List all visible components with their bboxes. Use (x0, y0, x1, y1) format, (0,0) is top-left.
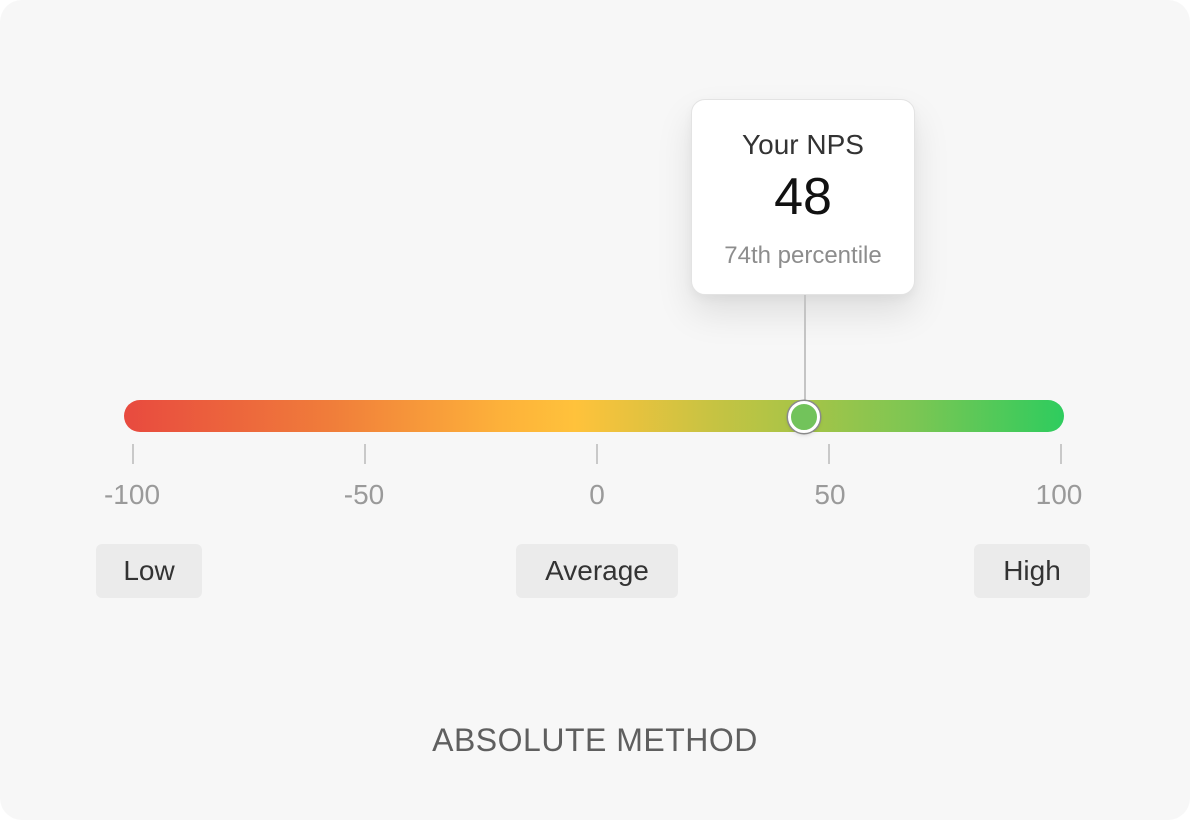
band-low: Low (96, 544, 202, 598)
callout-title: Your NPS (742, 129, 864, 160)
tick-label: -100 (103, 479, 161, 510)
score-marker (788, 401, 820, 433)
tick-mark (132, 444, 134, 464)
percentile-label: 74th percentile (724, 242, 882, 269)
gauge-bar (124, 400, 1064, 432)
tick-mark (828, 444, 830, 464)
callout-leader-line (804, 295, 806, 403)
tick-mark (1060, 444, 1062, 464)
tick-mark (596, 444, 598, 464)
band-average: Average (516, 544, 678, 598)
tick-mark (364, 444, 366, 464)
nps-callout: Your NPS 48 74th percentile (691, 99, 915, 295)
nps-score-value: 48 (774, 168, 832, 226)
tick-label: -50 (343, 479, 385, 510)
tick-label: 50 (814, 479, 846, 510)
tick-label: 0 (589, 479, 605, 510)
tick-label: 100 (1035, 479, 1083, 510)
method-label: ABSOLUTE METHOD (432, 722, 758, 758)
band-high: High (974, 544, 1090, 598)
